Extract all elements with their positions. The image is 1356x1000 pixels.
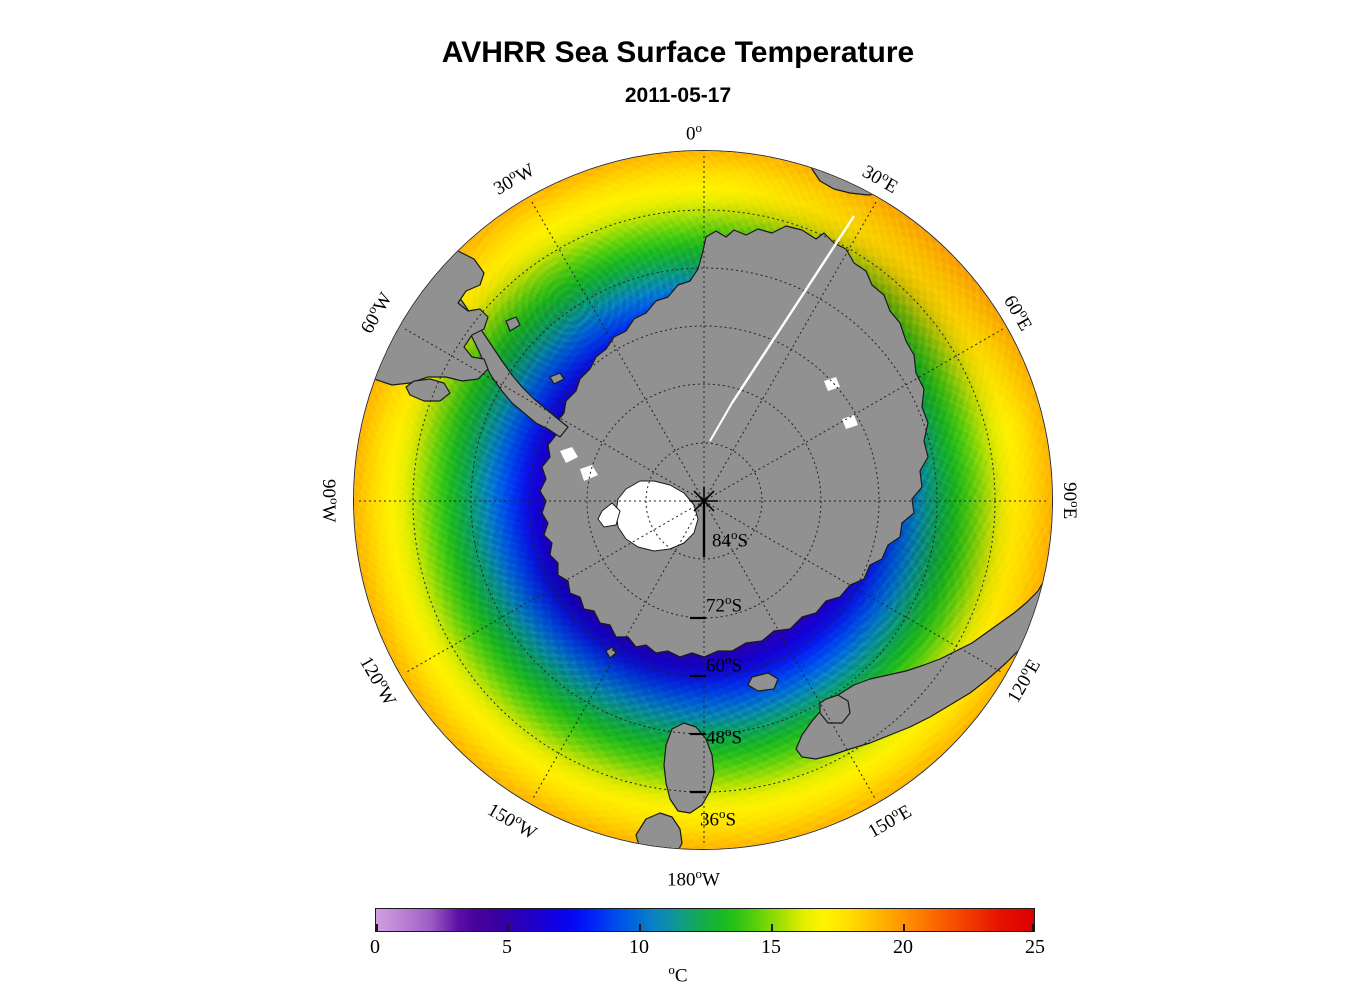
lat-label-60s: 60oS: [706, 652, 743, 677]
swath-gap-line: [730, 215, 856, 404]
colorbar-tick-label-0: 0: [370, 936, 380, 958]
lat-label-36s: 36oS: [700, 806, 737, 831]
coastal-ice-patch-1: [560, 447, 578, 463]
colorbar-tick-label-20: 20: [893, 936, 913, 958]
tierra-del-fuego: [405, 378, 451, 402]
kangaroo-island: [747, 672, 779, 692]
polar-map: 84oS 72oS 60oS 48oS 36oS 0o 30oE 60oE 90…: [318, 120, 1084, 891]
coastal-ice-patch-3: [824, 377, 840, 391]
map-disc: [353, 150, 1053, 850]
colorbar-tick-label-10: 10: [629, 936, 649, 958]
colorbar-unit-label: oC: [668, 962, 688, 987]
lon-label-90e: 90oE: [1058, 482, 1084, 520]
latitude-ticks: [690, 616, 706, 794]
swath-gap-line-inner: [709, 402, 733, 442]
coastal-ice-patch-4: [842, 415, 858, 429]
colorbar-tick-label-15: 15: [761, 936, 781, 958]
colorbar-tick-0: [376, 924, 378, 931]
new-zealand-south-island: [663, 722, 715, 814]
colorbar: 0 5 10 15 20 25 oC: [0, 900, 1356, 1000]
southern-africa: [801, 151, 947, 196]
land-layer: [354, 151, 1052, 849]
colorbar-tick-20: [903, 924, 905, 931]
ross-ice-shelf: [615, 480, 699, 552]
colorbar-tick-15: [771, 924, 773, 931]
colorbar-tick-label-5: 5: [502, 936, 512, 958]
colorbar-tick-25: [1032, 924, 1034, 931]
south-america: [354, 236, 489, 386]
ice-shelf-lobe: [597, 502, 621, 528]
falklands: [505, 316, 521, 332]
south-georgia: [549, 372, 565, 385]
graticule-layer: [359, 156, 1049, 846]
lon-label-0: 0o: [686, 120, 702, 145]
lon-label-180w: 180oW: [667, 866, 720, 891]
colorbar-tick-label-25: 25: [1025, 936, 1045, 958]
tasmania: [819, 694, 851, 724]
new-zealand-north-island: [635, 812, 683, 849]
colorbar-tick-5: [507, 924, 509, 931]
lat-label-72s: 72oS: [706, 592, 743, 617]
coastal-ice-patch-2: [580, 465, 598, 481]
chart-subtitle-date: 2011-05-17: [624, 84, 732, 107]
colorbar-tick-10: [639, 924, 641, 931]
lat-label-48s: 48oS: [706, 724, 743, 749]
australia: [795, 565, 1052, 760]
colorbar-gradient: [375, 908, 1035, 932]
lon-label-90w: 90oW: [318, 478, 343, 523]
page-title: AVHRR Sea Surface Temperature: [441, 36, 915, 69]
lat-label-84s: 84oS: [712, 527, 749, 552]
